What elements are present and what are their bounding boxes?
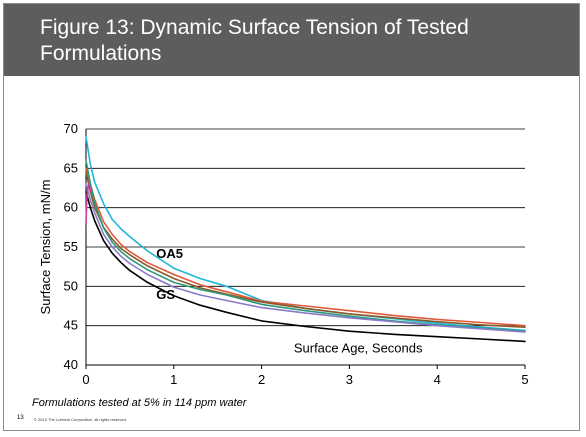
y-tick-label-45: 45 (64, 318, 78, 333)
series-line-6 (85, 183, 526, 333)
annotation-oa5: OA5 (156, 246, 183, 261)
y-tick-label-50: 50 (64, 278, 78, 293)
page-number: 13 (17, 415, 24, 421)
y-tick-label-65: 65 (64, 160, 78, 175)
slide-title: Figure 13: Dynamic Surface Tension of Te… (40, 16, 469, 65)
series-line-2 (85, 136, 526, 332)
x-tick-label-3: 3 (346, 372, 353, 387)
y-tick-label-70: 70 (64, 121, 78, 136)
y-tick-label-40: 40 (64, 357, 78, 372)
x-axis-label: Surface Age, Seconds (294, 340, 423, 355)
annotation-gs: GS (156, 287, 175, 302)
series-line-1 (85, 191, 526, 343)
x-tick-label-0: 0 (82, 372, 89, 387)
title-bar: Figure 13: Dynamic Surface Tension of Te… (4, 4, 579, 76)
y-tick-label-55: 55 (64, 239, 78, 254)
x-tick-label-4: 4 (434, 372, 441, 387)
slide: Figure 13: Dynamic Surface Tension of Te… (3, 3, 580, 431)
series-line-4 (85, 171, 526, 329)
y-axis-label: Surface Tension, mN/m (38, 180, 53, 315)
x-tick-label-5: 5 (521, 372, 528, 387)
y-tick-label-60: 60 (64, 200, 78, 215)
copyright-text: © 2013 The Lubrizol Corporation, all rig… (34, 417, 127, 422)
series-line-7 (85, 183, 93, 225)
footnote: Formulations tested at 5% in 114 ppm wat… (32, 397, 247, 409)
series-line-3 (85, 167, 526, 327)
x-tick-label-1: 1 (170, 372, 177, 387)
x-tick-label-2: 2 (258, 372, 265, 387)
